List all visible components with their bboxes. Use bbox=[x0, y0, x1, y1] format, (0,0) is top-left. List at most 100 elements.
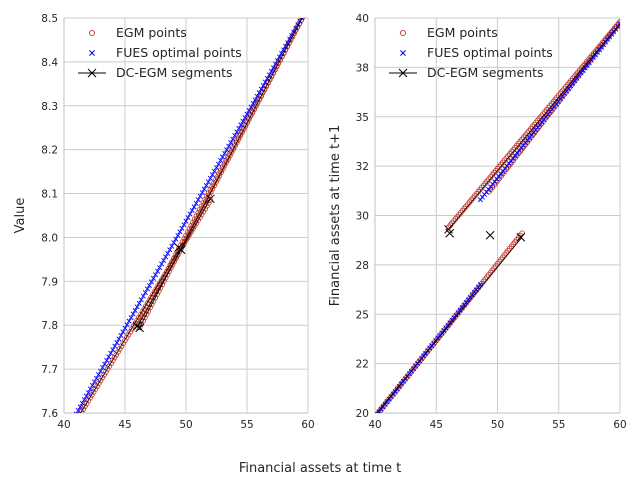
fues-point bbox=[209, 172, 215, 178]
fues-point bbox=[175, 232, 181, 239]
fues-point bbox=[193, 200, 199, 206]
fues-point bbox=[234, 129, 240, 135]
x-tick-label: 50 bbox=[179, 419, 192, 431]
dcegm-segments-series bbox=[376, 23, 620, 413]
fues-point bbox=[104, 357, 110, 363]
x-tick-label: 60 bbox=[301, 419, 314, 431]
fues-point bbox=[244, 111, 250, 117]
x-tick-label: 40 bbox=[57, 419, 70, 431]
fues-point bbox=[201, 186, 207, 192]
egm-point bbox=[237, 133, 244, 139]
fues-point bbox=[72, 415, 76, 419]
fues-point bbox=[220, 154, 226, 160]
fues-point bbox=[91, 379, 98, 385]
fues-point bbox=[289, 33, 295, 39]
y-tick-label: 22 bbox=[356, 359, 369, 371]
legend-marker-x bbox=[400, 50, 406, 56]
fues-point bbox=[122, 325, 128, 331]
egm-point bbox=[80, 406, 86, 412]
egm-point bbox=[111, 354, 118, 361]
egm-point bbox=[304, 8, 309, 13]
egm-point bbox=[223, 159, 230, 166]
egm-point bbox=[240, 126, 247, 133]
y-tick-label: 7.9 bbox=[41, 276, 58, 288]
legend-label: FUES optimal points bbox=[116, 45, 242, 60]
fues-point bbox=[222, 150, 228, 156]
fues-point bbox=[134, 304, 140, 310]
egm-point bbox=[302, 11, 307, 16]
egm-point bbox=[235, 136, 242, 142]
fues-point bbox=[240, 118, 246, 124]
fues-point bbox=[242, 115, 248, 121]
y-tick-label: 32 bbox=[356, 161, 369, 173]
fues-point bbox=[306, 5, 310, 9]
egm-point bbox=[115, 349, 121, 355]
legend-label: FUES optimal points bbox=[427, 45, 553, 60]
egm-point bbox=[118, 343, 125, 349]
fues-point bbox=[130, 311, 136, 317]
egm-point bbox=[116, 346, 123, 352]
dcegm-marker bbox=[135, 323, 144, 333]
fues-point bbox=[87, 386, 93, 392]
dcegm-marker bbox=[485, 230, 495, 240]
fues-point bbox=[216, 161, 222, 167]
egm-point bbox=[78, 409, 85, 413]
y-tick-label: 8.2 bbox=[41, 145, 58, 157]
y-tick-label: 8.4 bbox=[41, 57, 58, 69]
y-tick-label: 40 bbox=[356, 13, 369, 25]
egm-point bbox=[190, 222, 197, 228]
fues-point bbox=[179, 225, 185, 231]
fues-point bbox=[94, 375, 100, 381]
fues-point bbox=[304, 8, 308, 12]
egm-point bbox=[122, 337, 128, 344]
fues-point bbox=[114, 340, 120, 346]
y-axis-label: Value bbox=[13, 198, 28, 234]
fues-point bbox=[140, 293, 146, 299]
egm-point bbox=[230, 146, 237, 152]
fues-point bbox=[116, 336, 122, 342]
y-tick-label: 30 bbox=[356, 211, 369, 223]
fues-point bbox=[77, 404, 83, 410]
egm-point bbox=[302, 11, 307, 16]
fues-point bbox=[124, 322, 130, 328]
fues-point bbox=[83, 393, 89, 399]
egm-point bbox=[108, 360, 114, 367]
fues-point bbox=[199, 190, 205, 196]
legend-label: DC-EGM segments bbox=[116, 65, 233, 80]
fues-point bbox=[118, 332, 124, 338]
egm-point bbox=[90, 389, 97, 395]
fues-point bbox=[146, 282, 152, 288]
fues-point bbox=[136, 300, 142, 306]
egm-point bbox=[304, 8, 309, 13]
egm-point bbox=[72, 421, 77, 426]
fues-point bbox=[252, 97, 258, 103]
fues-point bbox=[142, 290, 148, 296]
egm-point bbox=[214, 175, 221, 182]
fues-point bbox=[106, 354, 112, 360]
fues-point bbox=[285, 40, 291, 46]
fues-point bbox=[230, 136, 236, 142]
legend: EGM points FUES optimal points DC-EGM segm… bbox=[389, 25, 553, 80]
legend-marker-x bbox=[398, 68, 408, 78]
egm-point bbox=[161, 278, 167, 284]
egm-point bbox=[216, 172, 223, 179]
x-tick-label: 55 bbox=[552, 419, 565, 431]
fues-point bbox=[189, 207, 195, 214]
egm-point bbox=[106, 363, 113, 370]
egm-point bbox=[213, 179, 219, 185]
egm-point bbox=[300, 18, 306, 20]
egm-point bbox=[134, 317, 141, 324]
egm-point bbox=[62, 438, 67, 443]
fues-point bbox=[250, 100, 256, 106]
legend-label: EGM points bbox=[116, 25, 187, 40]
y-tick-label: 7.7 bbox=[41, 364, 58, 376]
legend-label: EGM points bbox=[427, 25, 498, 40]
egm-point bbox=[293, 27, 299, 33]
x-tick-label: 40 bbox=[368, 419, 381, 431]
y-tick-label: 8.0 bbox=[41, 232, 58, 244]
egm-point bbox=[267, 76, 273, 83]
egm-point bbox=[159, 281, 166, 288]
egm-point bbox=[74, 418, 79, 423]
fues-point bbox=[203, 182, 209, 189]
